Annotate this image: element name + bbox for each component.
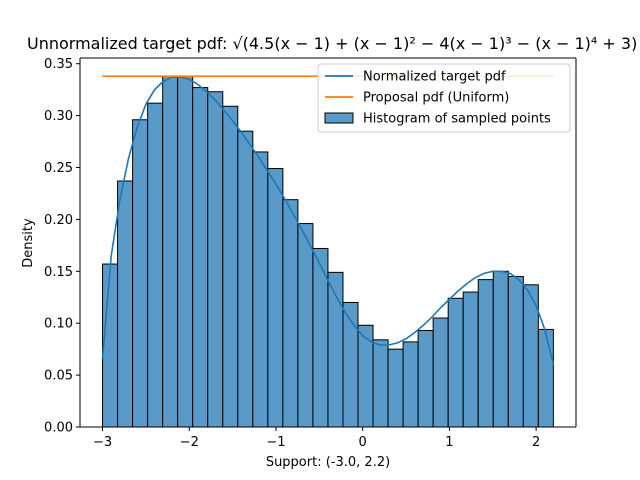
histogram-bar <box>132 119 149 428</box>
legend-box <box>317 63 571 133</box>
x-tick-label: 2 <box>532 435 540 450</box>
chart-title: Unnormalized target pdf: √(4.5(x − 1) + … <box>27 34 637 53</box>
chart-title-formula: √(4.5(x − 1) + (x − 1)² − 4(x − 1)³ − (x… <box>232 34 637 53</box>
histogram-bar <box>492 270 509 428</box>
legend-patch-swatch <box>324 112 354 124</box>
y-tick-label: 0.05 <box>44 369 73 384</box>
histogram-bar <box>282 199 299 428</box>
y-tick-label: 0.35 <box>44 57 73 72</box>
histogram-bar <box>192 87 209 428</box>
y-tick-label: 0.10 <box>44 317 73 332</box>
chart-title-prefix: Unnormalized target pdf: <box>27 34 232 53</box>
y-tick-label: 0.30 <box>44 109 73 124</box>
histogram-bar <box>252 151 269 428</box>
histogram-bar <box>267 168 284 428</box>
histogram-bar <box>237 130 254 428</box>
target-pdf-line <box>101 76 555 365</box>
y-tick-label: 0.25 <box>44 161 73 176</box>
axes <box>79 57 577 428</box>
legend-item-target-pdf: Normalized target pdf <box>325 70 506 85</box>
x-tick-label: 0 <box>359 435 367 450</box>
y-tick-label: 0.00 <box>44 421 73 436</box>
legend-item-histogram: Histogram of sampled points <box>324 112 551 127</box>
histogram-bar <box>162 75 179 428</box>
histogram-bar <box>297 223 314 428</box>
y-tick-label: 0.20 <box>44 213 73 228</box>
y-tick-label: 0.15 <box>44 265 73 280</box>
x-tick-label: −1 <box>266 435 285 450</box>
histogram-bar <box>537 328 554 428</box>
histogram-bar <box>177 75 194 428</box>
histogram-bar <box>417 329 434 428</box>
x-ticks: −3 −2 −1 0 1 2 <box>93 427 540 450</box>
legend-label: Proposal pdf (Uniform) <box>363 91 509 106</box>
x-axis-label: Support: (-3.0, 2.2) <box>266 455 390 470</box>
histogram-bar <box>117 180 134 428</box>
histogram-bar <box>147 102 164 428</box>
histogram-bar <box>102 263 119 428</box>
histogram-bar <box>447 297 464 428</box>
legend-label: Histogram of sampled points <box>363 112 551 127</box>
histogram-bar <box>402 341 419 428</box>
x-tick-label: −2 <box>180 435 199 450</box>
histogram-bar <box>462 291 479 428</box>
x-tick-label: 1 <box>445 435 453 450</box>
legend: Normalized target pdf Proposal pdf (Unifo… <box>317 63 571 133</box>
histogram-bar <box>507 275 524 428</box>
histogram-bar <box>477 279 494 428</box>
legend-label: Normalized target pdf <box>363 70 506 85</box>
legend-item-proposal-pdf: Proposal pdf (Uniform) <box>325 91 509 106</box>
y-ticks: 0.00 0.05 0.10 0.15 0.20 0.25 0.30 0.35 <box>44 57 80 436</box>
histogram-bar <box>372 339 389 428</box>
histogram-bar <box>387 348 404 428</box>
y-axis-label: Density <box>21 218 36 268</box>
x-tick-label: −3 <box>93 435 112 450</box>
plot-area <box>101 75 555 428</box>
histogram-bar <box>222 105 239 428</box>
histogram-bar <box>432 317 449 428</box>
histogram-bar <box>207 91 224 428</box>
